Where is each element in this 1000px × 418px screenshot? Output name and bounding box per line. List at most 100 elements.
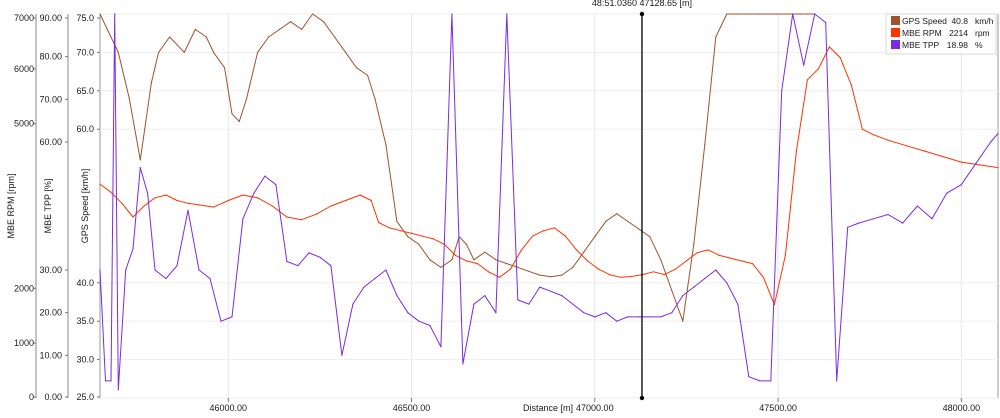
x-tick-label: 47000.00 bbox=[576, 403, 614, 413]
data-point-mbe-tpp bbox=[960, 184, 962, 186]
data-point-mbe-tpp bbox=[242, 218, 244, 220]
data-point-gps-speed bbox=[660, 259, 662, 261]
data-point-mbe-rpm bbox=[330, 205, 332, 207]
data-point-mbe-rpm bbox=[132, 216, 134, 218]
data-point-mbe-tpp bbox=[132, 248, 134, 250]
data-point-gps-speed bbox=[638, 228, 640, 230]
data-point-gps-speed bbox=[605, 220, 607, 222]
data-point-mbe-tpp bbox=[594, 316, 596, 318]
data-point-gps-speed bbox=[616, 213, 618, 215]
data-point-gps-speed bbox=[176, 44, 178, 46]
data-point-gps-speed bbox=[356, 67, 358, 69]
mbe-rpm-rpm-tick-label: 5000 bbox=[14, 119, 34, 129]
data-point-mbe-rpm bbox=[630, 275, 633, 278]
data-point-mbe-tpp bbox=[99, 269, 101, 271]
data-point-mbe-rpm bbox=[872, 134, 875, 136]
mbe-tpp-tick-label: 90.00 bbox=[39, 13, 62, 23]
data-point-gps-speed bbox=[396, 220, 398, 222]
data-point-mbe-tpp bbox=[220, 320, 222, 322]
data-point-mbe-rpm bbox=[187, 202, 189, 204]
x-tick-label: 46500.00 bbox=[393, 403, 431, 413]
data-point-mbe-rpm bbox=[271, 205, 273, 207]
data-point-mbe-tpp bbox=[330, 265, 332, 267]
plot-area[interactable] bbox=[99, 13, 999, 399]
data-point-mbe-rpm bbox=[242, 194, 244, 196]
data-point-mbe-tpp bbox=[781, 90, 783, 92]
data-point-gps-speed bbox=[139, 159, 141, 161]
mbe-tpp-tick-label: 70.00 bbox=[39, 94, 62, 104]
data-point-mbe-tpp bbox=[693, 286, 695, 288]
data-point-mbe-rpm bbox=[509, 268, 512, 270]
data-point-mbe-tpp bbox=[451, 13, 453, 15]
data-point-mbe-tpp bbox=[308, 252, 310, 254]
mbe-tpp-tick-label: 10.00 bbox=[39, 350, 62, 360]
data-point-gps-speed bbox=[726, 13, 728, 15]
data-point-gps-speed bbox=[759, 13, 761, 15]
data-point-gps-speed bbox=[682, 320, 684, 322]
cursor-handle-top[interactable] bbox=[639, 11, 645, 17]
data-point-mbe-tpp bbox=[997, 132, 999, 135]
data-point-mbe-rpm bbox=[99, 183, 101, 185]
data-point-gps-speed bbox=[451, 259, 453, 261]
data-point-gps-speed bbox=[506, 263, 508, 265]
data-point-mbe-rpm bbox=[828, 46, 831, 48]
x-tick-label: 46000.00 bbox=[210, 403, 248, 413]
data-point-gps-speed bbox=[158, 51, 160, 54]
data-point-mbe-tpp bbox=[583, 312, 585, 314]
data-point-mbe-tpp bbox=[484, 295, 486, 297]
data-point-mbe-rpm bbox=[861, 128, 864, 130]
legend-unit-mbe-rpm: rpm bbox=[975, 28, 990, 38]
data-point-mbe-tpp bbox=[198, 269, 200, 271]
data-point-gps-speed bbox=[290, 21, 292, 23]
data-point-mbe-rpm bbox=[751, 263, 754, 265]
cursor-handle-bottom[interactable] bbox=[639, 395, 645, 401]
data-point-mbe-rpm bbox=[286, 216, 288, 218]
data-point-gps-speed bbox=[465, 243, 468, 245]
data-point-mbe-tpp bbox=[649, 316, 651, 318]
data-point-mbe-tpp bbox=[770, 380, 772, 382]
data-point-gps-speed bbox=[770, 13, 772, 15]
data-point-gps-speed bbox=[737, 13, 739, 15]
data-point-mbe-tpp bbox=[341, 354, 343, 356]
data-point-mbe-rpm bbox=[663, 274, 666, 276]
data-point-mbe-tpp bbox=[209, 277, 211, 280]
data-point-mbe-tpp bbox=[572, 303, 574, 305]
rpm-axis: 7000 6000 5000 2000 1000 0 bbox=[14, 13, 36, 402]
data-point-mbe-tpp bbox=[539, 286, 541, 288]
data-point-mbe-rpm bbox=[165, 194, 167, 196]
data-point-gps-speed bbox=[572, 266, 574, 268]
data-point-mbe-rpm bbox=[432, 238, 435, 240]
data-point-mbe-tpp bbox=[847, 226, 849, 228]
data-point-mbe-tpp bbox=[946, 192, 948, 194]
data-point-mbe-tpp bbox=[803, 64, 805, 66]
gps-speed-km-h-tick-label: 65.0 bbox=[76, 86, 94, 96]
data-point-gps-speed bbox=[440, 266, 442, 268]
data-point-mbe-tpp bbox=[715, 269, 717, 271]
data-point-mbe-rpm bbox=[370, 199, 372, 202]
data-point-mbe-tpp bbox=[872, 218, 875, 220]
data-point-mbe-rpm bbox=[979, 164, 981, 166]
data-point-mbe-rpm bbox=[564, 235, 567, 237]
data-point-mbe-rpm bbox=[575, 249, 578, 251]
data-point-mbe-tpp bbox=[104, 380, 107, 382]
data-point-mbe-tpp bbox=[517, 299, 519, 301]
data-point-mbe-tpp bbox=[117, 388, 119, 391]
cursor[interactable] bbox=[639, 11, 645, 401]
data-point-mbe-tpp bbox=[858, 222, 860, 224]
data-point-mbe-tpp bbox=[286, 260, 288, 263]
data-point-gps-speed bbox=[806, 13, 809, 15]
legend-name-gps-speed: GPS Speed bbox=[902, 16, 947, 26]
data-point-mbe-rpm bbox=[597, 268, 600, 270]
data-point-mbe-tpp bbox=[264, 175, 266, 177]
data-point-gps-speed bbox=[246, 97, 248, 100]
data-point-mbe-tpp bbox=[418, 320, 420, 322]
x-axis-title: Distance [m] bbox=[523, 403, 573, 413]
data-point-mbe-tpp bbox=[748, 376, 750, 378]
data-point-gps-speed bbox=[528, 270, 530, 272]
series-line-gps-speed bbox=[99, 13, 815, 322]
data-point-gps-speed bbox=[627, 220, 629, 222]
data-point-mbe-rpm bbox=[476, 263, 479, 265]
data-point-mbe-rpm bbox=[674, 268, 677, 270]
data-point-gps-speed bbox=[268, 36, 270, 38]
data-point-mbe-rpm bbox=[454, 254, 457, 256]
